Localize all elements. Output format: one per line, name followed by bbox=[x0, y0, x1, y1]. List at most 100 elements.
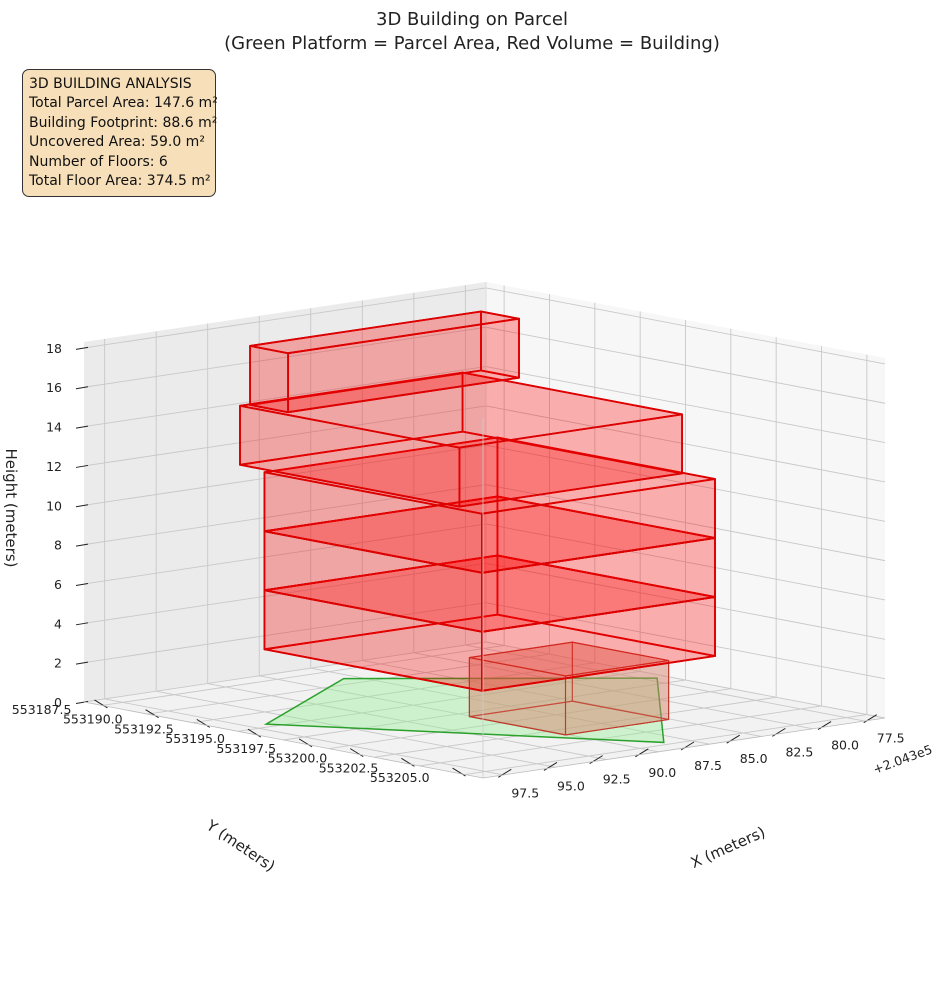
x-tick-label: 80.0 bbox=[831, 738, 859, 753]
uncovered-area: Uncovered Area: 59.0 m² bbox=[29, 134, 205, 151]
y-tick-label: 553202.5 bbox=[319, 760, 379, 775]
x-tick-mark bbox=[863, 714, 877, 724]
z-gridline-right-wall bbox=[485, 405, 886, 483]
y-gridline-floor bbox=[362, 660, 762, 737]
z-tick-label: 12 bbox=[46, 459, 62, 474]
y-gridline-floor bbox=[465, 644, 865, 722]
z-tick-label: 6 bbox=[54, 577, 62, 592]
floor-box-5 bbox=[239, 371, 683, 508]
z-gridline-left-wall bbox=[83, 602, 487, 664]
y-tick-label: 553200.0 bbox=[268, 751, 328, 766]
y-tick-label: 553187.5 bbox=[12, 702, 72, 717]
y-axis-label: Y (meters) bbox=[202, 816, 278, 875]
y-tick-mark bbox=[247, 728, 262, 738]
x-tick-label: 85.0 bbox=[740, 751, 768, 766]
x-tick-label: 82.5 bbox=[785, 744, 813, 759]
y-gridline-floor bbox=[413, 652, 813, 730]
z-tick-mark bbox=[75, 425, 89, 429]
x-gridline-floor bbox=[328, 688, 731, 750]
z-gridline-left-wall bbox=[83, 562, 487, 624]
x-gridline-floor bbox=[464, 714, 867, 775]
x-tick-label: 95.0 bbox=[557, 778, 585, 793]
y-gridline-floor bbox=[310, 667, 710, 745]
z-tick-mark bbox=[75, 464, 89, 468]
y-tick-label: 553205.0 bbox=[370, 770, 430, 785]
z-tick-label: 16 bbox=[46, 380, 62, 395]
analysis-heading: 3D BUILDING ANALYSIS bbox=[29, 76, 192, 92]
building-analysis-box: 3D BUILDING ANALYSIS Total Parcel Area: … bbox=[22, 69, 218, 198]
x-gridline-floor bbox=[238, 670, 641, 732]
z-tick-mark bbox=[75, 582, 89, 586]
z-gridline-right-wall bbox=[485, 523, 886, 601]
z-gridline-left-wall bbox=[83, 287, 487, 349]
z-tick-label: 0 bbox=[54, 695, 62, 710]
x-tick-mark bbox=[543, 762, 558, 771]
chart-title-line-2: (Green Platform = Parcel Area, Red Volum… bbox=[224, 33, 720, 54]
total-floor-area: Total Floor Area: 374.5 m² bbox=[29, 173, 211, 190]
z-gridline-right-wall bbox=[485, 602, 886, 680]
building-volume bbox=[239, 310, 716, 736]
x-tick-mark bbox=[589, 755, 603, 765]
y-tick-mark bbox=[401, 757, 415, 767]
number-of-floors: Number of Floors: 6 bbox=[29, 153, 168, 170]
x-tick-label: 92.5 bbox=[603, 772, 631, 787]
x-tick-mark bbox=[680, 741, 695, 751]
floor-box-1 bbox=[468, 641, 670, 736]
y-tick-mark bbox=[298, 738, 313, 748]
z-tick-label: 2 bbox=[54, 656, 62, 671]
z-gridline-right-wall bbox=[485, 366, 886, 444]
z-tick-mark bbox=[75, 622, 89, 626]
axis-ticks: 024681012141618553187.5553190.0553192.55… bbox=[12, 341, 905, 800]
y-gridline-floor bbox=[207, 683, 607, 760]
z-tick-mark bbox=[75, 346, 89, 350]
x-gridline-floor bbox=[374, 696, 777, 758]
z-tick-label: 4 bbox=[54, 616, 62, 631]
z-tick-mark bbox=[75, 701, 89, 704]
z-tick-label: 8 bbox=[54, 538, 62, 553]
y-tick-label: 553190.0 bbox=[63, 712, 123, 727]
z-tick-mark bbox=[75, 543, 89, 547]
x-tick-label: 97.5 bbox=[511, 785, 539, 800]
x-tick-mark bbox=[726, 734, 740, 744]
x-tick-label: 87.5 bbox=[694, 758, 722, 773]
z-gridline-left-wall bbox=[83, 444, 487, 506]
z-gridline-left-wall bbox=[83, 405, 487, 467]
chart-title-line-1: 3D Building on Parcel bbox=[376, 9, 568, 30]
y-tick-mark bbox=[196, 718, 211, 728]
x-gridline-floor bbox=[102, 645, 505, 706]
y-tick-mark bbox=[452, 767, 466, 777]
y-tick-label: 553197.5 bbox=[216, 741, 276, 756]
z-gridline-right-wall bbox=[485, 287, 886, 365]
x-tick-mark bbox=[498, 768, 512, 778]
z-tick-mark bbox=[75, 661, 89, 665]
y-tick-label: 553195.0 bbox=[165, 731, 225, 746]
gridlines bbox=[83, 282, 886, 776]
y-tick-mark bbox=[94, 699, 108, 709]
y-axis-line bbox=[83, 701, 484, 779]
z-gridline-left-wall bbox=[83, 641, 487, 703]
x-axis-label: X (meters) bbox=[688, 823, 768, 872]
y-gridline-floor bbox=[104, 698, 504, 776]
z-tick-mark bbox=[75, 504, 89, 508]
x-axis-line bbox=[482, 717, 886, 779]
z-gridline-right-wall bbox=[485, 484, 886, 562]
z-axis-label: Height (meters) bbox=[2, 449, 20, 568]
z-tick-label: 10 bbox=[46, 498, 62, 513]
x-gridline-floor bbox=[283, 679, 686, 741]
x-gridline-floor bbox=[192, 662, 595, 724]
building-footprint: Building Footprint: 88.6 m² bbox=[29, 114, 218, 131]
y-tick-label: 553192.5 bbox=[114, 721, 174, 736]
z-gridline-right-wall bbox=[485, 326, 886, 404]
z-tick-mark bbox=[75, 386, 89, 390]
z-gridline-left-wall bbox=[83, 523, 487, 585]
x-tick-label: 90.0 bbox=[648, 765, 676, 780]
z-gridline-left-wall bbox=[83, 326, 487, 388]
x-tick-label: 77.5 bbox=[877, 731, 905, 746]
x-tick-mark bbox=[772, 727, 786, 737]
z-tick-label: 18 bbox=[46, 341, 62, 356]
floor-box-6 bbox=[249, 310, 520, 414]
floor-box-4 bbox=[263, 436, 716, 574]
y-tick-mark bbox=[145, 709, 159, 719]
floor-1-face-top bbox=[468, 641, 670, 677]
